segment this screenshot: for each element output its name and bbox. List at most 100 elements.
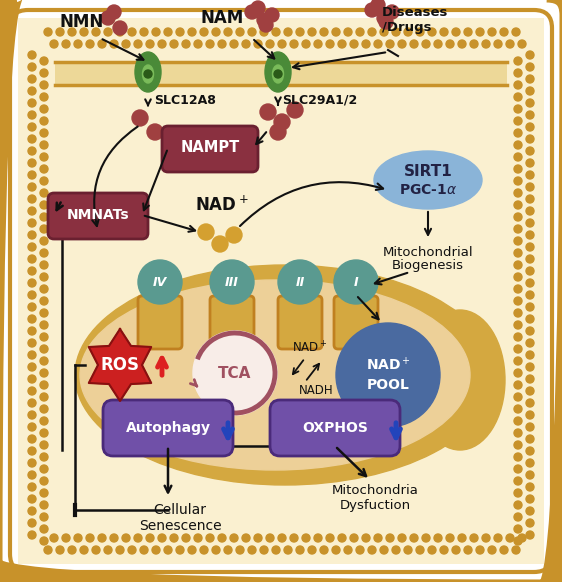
Circle shape	[526, 339, 534, 347]
Circle shape	[494, 40, 502, 48]
Circle shape	[368, 546, 376, 554]
Circle shape	[332, 28, 340, 36]
Circle shape	[266, 534, 274, 542]
Circle shape	[40, 297, 48, 305]
Circle shape	[164, 546, 172, 554]
Circle shape	[274, 70, 282, 78]
Circle shape	[44, 28, 52, 36]
Circle shape	[40, 453, 48, 461]
Circle shape	[526, 531, 534, 539]
Circle shape	[488, 28, 496, 36]
Circle shape	[40, 105, 48, 113]
Circle shape	[56, 28, 64, 36]
Circle shape	[386, 40, 394, 48]
Circle shape	[287, 102, 303, 118]
Circle shape	[526, 315, 534, 323]
Circle shape	[40, 321, 48, 329]
Circle shape	[40, 369, 48, 377]
FancyBboxPatch shape	[48, 193, 148, 239]
Circle shape	[134, 40, 142, 48]
Circle shape	[514, 429, 522, 437]
Circle shape	[113, 21, 127, 35]
Circle shape	[514, 117, 522, 125]
Circle shape	[50, 40, 58, 48]
Circle shape	[526, 483, 534, 491]
Circle shape	[40, 201, 48, 209]
Text: Mitochondrial: Mitochondrial	[383, 246, 473, 258]
Circle shape	[526, 387, 534, 395]
Circle shape	[40, 273, 48, 281]
Circle shape	[122, 534, 130, 542]
Circle shape	[404, 546, 412, 554]
Circle shape	[40, 357, 48, 365]
FancyBboxPatch shape	[334, 296, 378, 349]
Circle shape	[188, 28, 196, 36]
Circle shape	[526, 459, 534, 467]
Circle shape	[514, 249, 522, 257]
Circle shape	[40, 129, 48, 137]
Circle shape	[259, 18, 273, 32]
Circle shape	[98, 534, 106, 542]
Text: OXPHOS: OXPHOS	[302, 421, 368, 435]
Circle shape	[138, 260, 182, 304]
Circle shape	[526, 411, 534, 419]
Circle shape	[200, 28, 208, 36]
Circle shape	[218, 534, 226, 542]
Circle shape	[398, 40, 406, 48]
Circle shape	[28, 231, 36, 239]
Circle shape	[28, 363, 36, 371]
Circle shape	[514, 537, 522, 545]
Circle shape	[514, 453, 522, 461]
Circle shape	[176, 28, 184, 36]
Circle shape	[147, 124, 163, 140]
Text: NAM: NAM	[201, 9, 243, 27]
Circle shape	[284, 28, 292, 36]
Circle shape	[40, 81, 48, 89]
Circle shape	[40, 333, 48, 341]
Circle shape	[362, 534, 370, 542]
Circle shape	[506, 40, 514, 48]
Circle shape	[251, 1, 265, 15]
Circle shape	[506, 534, 514, 542]
Circle shape	[514, 513, 522, 521]
Circle shape	[526, 303, 534, 311]
Text: SIRT1: SIRT1	[404, 165, 452, 179]
Circle shape	[144, 70, 152, 78]
Circle shape	[28, 135, 36, 143]
Circle shape	[526, 351, 534, 359]
Circle shape	[40, 285, 48, 293]
Circle shape	[526, 363, 534, 371]
Circle shape	[28, 255, 36, 263]
Circle shape	[514, 93, 522, 101]
Circle shape	[440, 546, 448, 554]
FancyBboxPatch shape	[278, 296, 322, 349]
Circle shape	[464, 28, 472, 36]
Circle shape	[274, 114, 290, 130]
Circle shape	[272, 546, 280, 554]
Text: NAD$^+$: NAD$^+$	[365, 356, 410, 374]
Circle shape	[526, 507, 534, 515]
Circle shape	[194, 534, 202, 542]
Circle shape	[28, 351, 36, 359]
Circle shape	[526, 159, 534, 167]
Circle shape	[248, 28, 256, 36]
Text: NAMPT: NAMPT	[180, 140, 239, 155]
Circle shape	[386, 534, 394, 542]
Circle shape	[140, 546, 148, 554]
Circle shape	[514, 321, 522, 329]
Circle shape	[336, 323, 440, 427]
Circle shape	[514, 501, 522, 509]
FancyBboxPatch shape	[18, 18, 544, 564]
Circle shape	[488, 546, 496, 554]
Circle shape	[290, 534, 298, 542]
Circle shape	[40, 153, 48, 161]
Circle shape	[526, 243, 534, 251]
Circle shape	[356, 28, 364, 36]
Circle shape	[40, 165, 48, 173]
Circle shape	[56, 546, 64, 554]
Circle shape	[206, 40, 214, 48]
Circle shape	[28, 147, 36, 155]
Circle shape	[526, 231, 534, 239]
Circle shape	[470, 534, 478, 542]
Circle shape	[514, 297, 522, 305]
